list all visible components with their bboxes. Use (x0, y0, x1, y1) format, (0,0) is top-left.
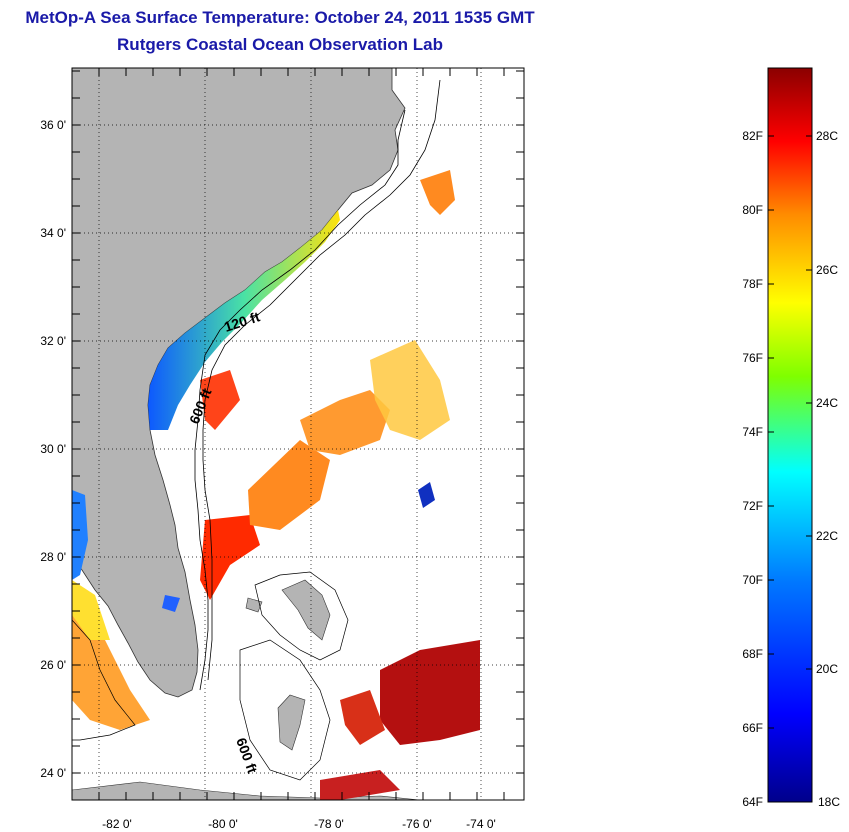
lon-tick-label: -82 0' (102, 817, 132, 831)
map-grid (72, 68, 524, 800)
lat-tick-label: 28 0' (40, 550, 66, 564)
colorbar-label-c: 26C (816, 263, 838, 277)
sst-gulf-stream (248, 440, 330, 530)
sst-patch (420, 170, 455, 215)
sst-cold-patch (418, 482, 435, 508)
colorbar-label-f: 68F (742, 647, 763, 661)
colorbar-label-f: 64F (742, 795, 763, 809)
bahamas-island (277, 694, 306, 751)
depth-contour-bahamas (239, 639, 331, 781)
lat-tick-label: 32 0' (40, 334, 66, 348)
map-title: MetOp-A Sea Surface Temperature: October… (25, 8, 535, 27)
sst-patch (300, 390, 390, 455)
axis-ticks (72, 68, 524, 801)
colorbar-ticks (768, 135, 812, 729)
bahamas-island (245, 597, 263, 613)
depth-contour-gulf (72, 619, 136, 741)
depth-contour-bahamas (254, 571, 349, 661)
map-subtitle: Rutgers Coastal Ocean Observation Lab (117, 35, 443, 54)
lat-tick-label: 34 0' (40, 226, 66, 240)
colorbar-label-f: 82F (742, 129, 763, 143)
sst-gulf-stream (200, 370, 240, 430)
sst-coastal-band (148, 210, 340, 430)
sst-patch (370, 340, 450, 440)
colorbar-label-c: 28C (816, 129, 838, 143)
colorbar-label-f: 78F (742, 277, 763, 291)
map-frame (71, 67, 525, 801)
colorbar-label-f: 76F (742, 351, 763, 365)
bahamas-island (281, 579, 331, 641)
sst-gulf-band (72, 580, 110, 640)
lon-tick-label: -78 0' (314, 817, 344, 831)
lat-tick-label: 24 0' (40, 766, 66, 780)
depth-contour-120ft (194, 109, 406, 691)
colorbar-label-c: 22C (816, 529, 838, 543)
sst-gulf-stream (200, 515, 260, 600)
lat-tick-label: 26 0' (40, 658, 66, 672)
sst-warm-patch (340, 690, 385, 745)
sst-warm-patch (380, 640, 480, 745)
colorbar-label-f: 80F (742, 203, 763, 217)
lon-tick-label: -74 0' (466, 817, 496, 831)
colorbar (767, 67, 813, 803)
sst-cold-patch (162, 595, 180, 612)
colorbar-label-c: 18C (818, 795, 840, 809)
colorbar-label-f: 66F (742, 721, 763, 735)
colorbar-label-f: 72F (742, 499, 763, 513)
sst-warm-patch (320, 770, 400, 800)
lon-tick-label: -76 0' (402, 817, 432, 831)
colorbar-label-c: 20C (816, 662, 838, 676)
lat-tick-label: 36 0' (40, 118, 66, 132)
colorbar-label-f: 74F (742, 425, 763, 439)
lat-tick-label: 30 0' (40, 442, 66, 456)
colorbar-label-c: 24C (816, 396, 838, 410)
colorbar-label-f: 70F (742, 573, 763, 587)
lon-tick-label: -80 0' (208, 817, 238, 831)
depth-contour-600ft (202, 79, 441, 681)
